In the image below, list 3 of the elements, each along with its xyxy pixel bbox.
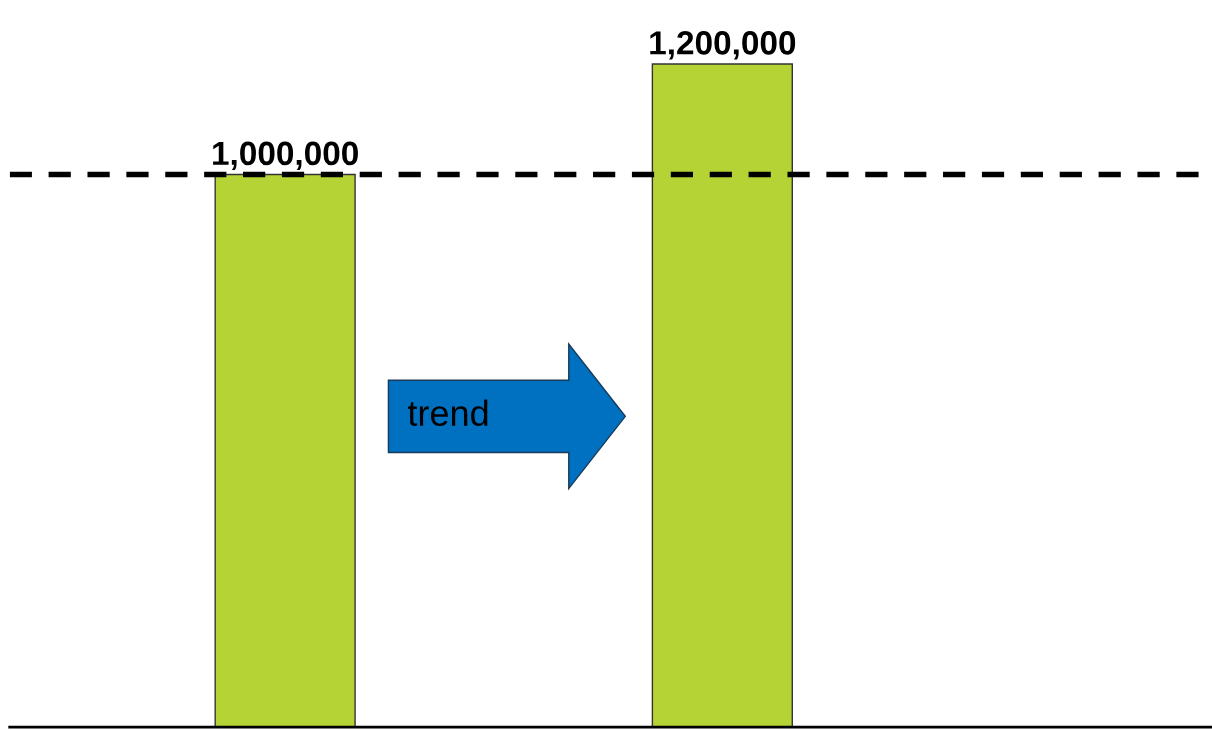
data-label: 1,000,000	[213, 141, 358, 171]
data-label: 1,200,000	[650, 31, 796, 60]
annotation: trend	[407, 399, 488, 427]
